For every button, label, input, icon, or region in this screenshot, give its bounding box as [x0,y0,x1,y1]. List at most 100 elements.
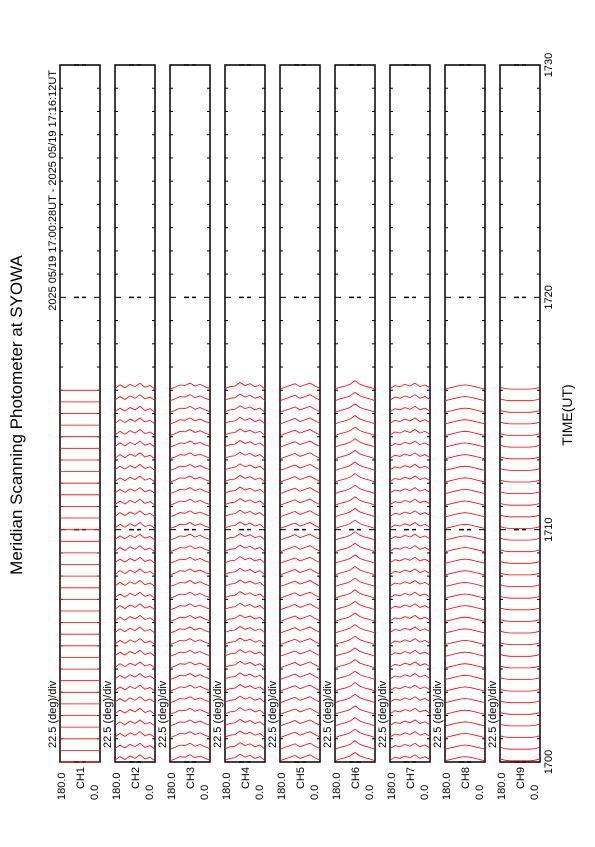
scan-trace [224,579,266,587]
angle-tick-label: 180.0 [441,772,453,800]
scan-trace [499,561,541,564]
scan-trace [444,384,486,390]
scan-trace [499,514,541,518]
scan-trace [389,603,431,610]
scan-trace [224,672,266,680]
scan-trace [224,382,266,390]
scan-trace [224,660,266,669]
scan-trace [444,628,486,634]
scan-trace [334,624,376,634]
scan-trace [499,665,541,669]
scan-trace [114,684,156,692]
scan-trace [499,444,541,448]
scan-trace [279,452,321,460]
scale-label: 22.5 (deg)/div [322,680,334,748]
scan-trace [389,568,431,575]
scan-trace [114,475,156,483]
scan-trace [224,428,266,436]
chart-title: Meridian Scanning Photometer at SYOWA [7,255,26,575]
scale-label: 22.5 (deg)/div [102,680,114,748]
scan-trace [279,684,321,692]
scan-trace [279,429,321,436]
panel-frame [444,64,486,763]
scan-trace [169,440,211,448]
scan-trace [279,580,321,587]
scan-trace [499,700,541,704]
scan-trace [334,647,376,657]
scan-trace [499,712,541,715]
scan-trace [444,535,486,541]
scan-trace [444,744,486,750]
scan-trace [444,523,486,529]
scan-trace [389,533,431,540]
scan-trace [389,638,431,645]
scan-trace [389,707,431,715]
scan-trace [224,440,266,448]
panel-frame [279,64,321,763]
scan-trace [389,429,431,436]
scan-trace [279,556,321,564]
scan-trace [114,638,156,645]
scan-trace [279,696,321,704]
scan-trace [444,442,486,448]
scan-trace [114,719,156,727]
scan-trace [224,707,266,715]
scan-trace [169,394,211,402]
scan-trace [114,568,156,576]
scan-trace [169,463,211,471]
scan-trace [224,405,266,413]
x-tick-label: 1730 [543,53,555,77]
scan-trace [499,456,541,460]
angle-tick-label: 0.0 [309,785,321,800]
scan-trace [279,731,321,738]
scan-trace [334,728,376,738]
scan-trace [334,380,376,390]
scan-trace [114,579,156,587]
scan-trace [169,452,211,460]
scan-trace [334,496,376,506]
panel-frame [224,64,266,763]
channel-label: CH2 [130,767,142,789]
scan-trace [334,635,376,645]
scan-trace [224,730,266,738]
scan-trace [224,602,266,611]
scan-trace [114,521,156,529]
scan-trace [499,596,541,599]
scan-trace [389,440,431,447]
scan-trace [169,522,211,529]
scan-trace [444,570,486,576]
angle-tick-label: 0.0 [364,785,376,800]
scan-trace [169,684,211,692]
scan-trace [169,673,211,680]
scan-trace [389,591,431,598]
angle-tick-label: 180.0 [166,772,178,800]
scan-trace [389,394,431,401]
panel-frame [114,64,156,763]
scan-trace [334,659,376,669]
scan-trace [279,568,321,576]
scan-trace [114,603,156,611]
scan-trace [334,484,376,494]
scan-trace [279,707,321,715]
scan-trace [224,742,266,750]
scan-trace [389,626,431,633]
scan-trace [444,732,486,738]
scan-trace [389,522,431,529]
scan-trace [279,673,321,680]
scan-trace [499,410,541,413]
scan-trace [444,651,486,657]
scan-trace [169,591,211,599]
scan-trace [279,382,321,390]
scan-trace [114,754,156,762]
channel-label: CH4 [240,767,252,789]
scan-trace [224,533,266,541]
x-tick-label: 1710 [543,517,555,541]
scan-trace [169,742,211,750]
scale-label: 22.5 (deg)/div [157,680,169,748]
x-tick-label: 1700 [543,750,555,774]
scan-trace [444,500,486,506]
scan-trace [389,452,431,459]
scan-trace [224,544,266,553]
scan-trace [114,510,156,518]
angle-tick-label: 180.0 [386,772,398,800]
